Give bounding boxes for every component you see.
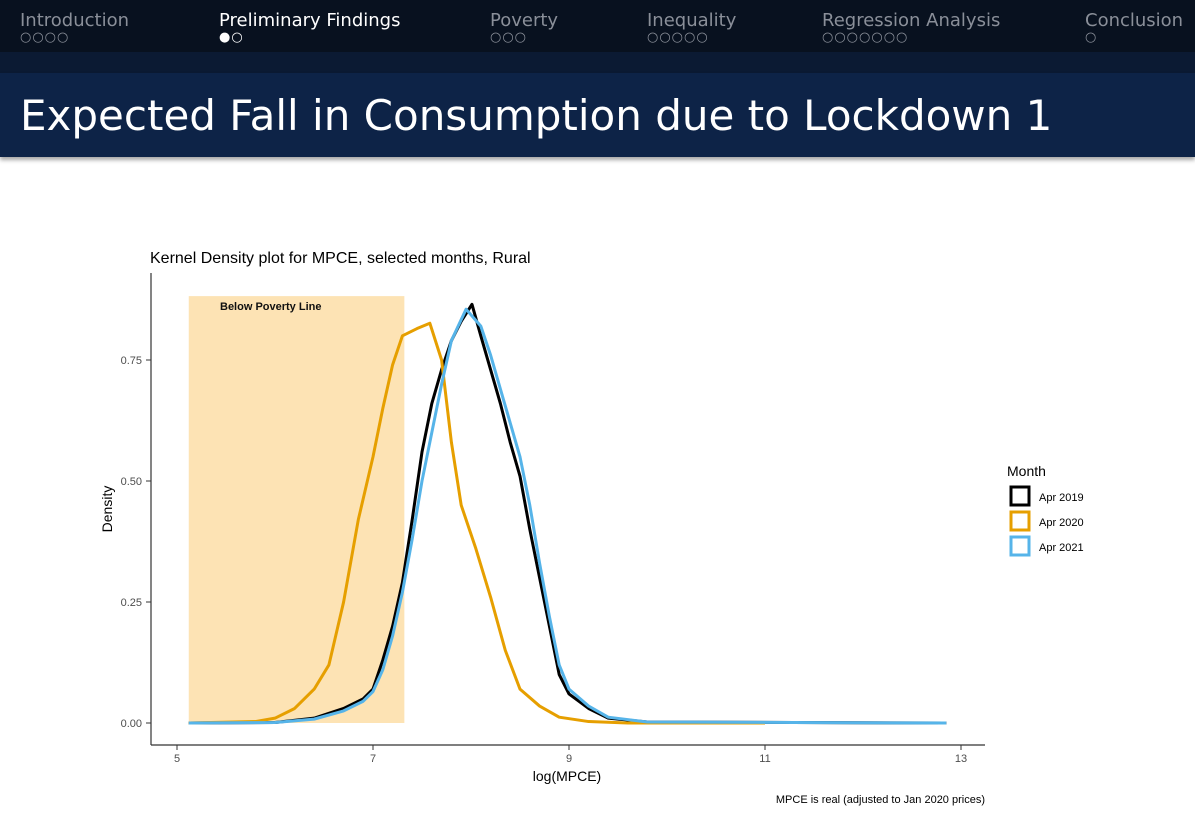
nav-section-introduction[interactable]: Introduction ○○○○ xyxy=(20,10,129,44)
y-axis-label: Density xyxy=(99,486,115,533)
nav-slide-dots[interactable]: ●○ xyxy=(219,30,244,45)
nav-section-poverty[interactable]: Poverty ○○○ xyxy=(490,10,558,44)
nav-section-label: Regression Analysis xyxy=(822,10,1001,31)
x-tick-label: 7 xyxy=(370,753,376,765)
nav-slide-dots[interactable]: ○○○ xyxy=(490,30,528,45)
nav-section-inequality[interactable]: Inequality ○○○○○ xyxy=(647,10,736,44)
nav-slide-dots[interactable]: ○ xyxy=(1085,30,1098,45)
chart-caption: MPCE is real (adjusted to Jan 2020 price… xyxy=(776,794,985,806)
nav-section-label: Introduction xyxy=(20,10,130,31)
legend-label: Apr 2021 xyxy=(1039,542,1084,554)
x-tick-label: 9 xyxy=(566,753,572,765)
series-line-apr-2021 xyxy=(188,307,947,725)
series-line-apr-2019 xyxy=(188,302,947,725)
title-bar: Expected Fall in Consumption due to Lock… xyxy=(0,73,1195,157)
poverty-line-band xyxy=(188,296,405,723)
nav-section-regression-analysis[interactable]: Regression Analysis ○○○○○○○ xyxy=(822,10,1000,44)
nav-slide-dots[interactable]: ○○○○○ xyxy=(647,30,709,45)
x-tick-label: 5 xyxy=(174,753,180,765)
x-tick-label: 13 xyxy=(955,753,967,765)
nav-section-conclusion[interactable]: Conclusion ○ xyxy=(1085,10,1183,44)
slide-title: Expected Fall in Consumption due to Lock… xyxy=(20,91,1053,140)
y-tick-label: 0.25 xyxy=(121,597,142,609)
y-tick-label: 0.00 xyxy=(121,718,142,730)
series-line-apr-2020 xyxy=(188,321,765,725)
y-tick-label: 0.75 xyxy=(121,355,142,367)
chart-title: Kernel Density plot for MPCE, selected m… xyxy=(150,250,531,267)
x-tick-label: 11 xyxy=(759,753,770,765)
nav-slide-dots[interactable]: ○○○○○○○ xyxy=(822,30,909,45)
legend-title: Month xyxy=(1007,463,1046,479)
subsection-bar xyxy=(0,52,1195,73)
x-axis-label: log(MPCE) xyxy=(533,768,601,784)
legend-label: Apr 2020 xyxy=(1039,517,1084,529)
legend-key xyxy=(1009,535,1031,557)
legend-key xyxy=(1009,510,1031,532)
nav-slide-dots[interactable]: ○○○○ xyxy=(20,30,70,45)
y-tick-label: 0.50 xyxy=(121,476,142,488)
nav-section-label: Preliminary Findings xyxy=(219,10,401,31)
nav-section-preliminary-findings[interactable]: Preliminary Findings ●○ xyxy=(219,10,400,44)
nav-section-label: Inequality xyxy=(647,10,737,31)
section-navigation xyxy=(0,0,1195,52)
legend-label: Apr 2019 xyxy=(1039,492,1084,504)
nav-section-label: Poverty xyxy=(490,10,559,31)
poverty-band-label: Below Poverty Line xyxy=(220,301,321,313)
nav-section-label: Conclusion xyxy=(1085,10,1184,31)
legend-key xyxy=(1009,485,1031,507)
